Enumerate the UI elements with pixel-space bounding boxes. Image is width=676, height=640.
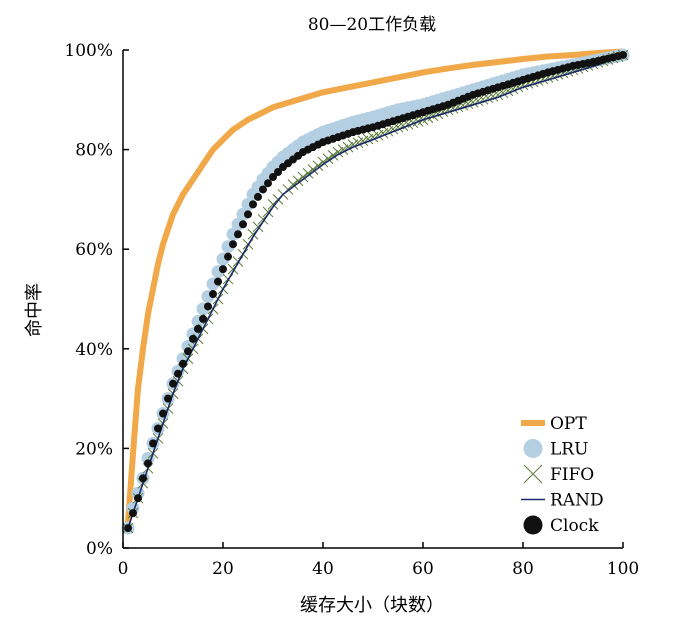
clock-point (204, 302, 212, 311)
clock-point (209, 290, 217, 299)
clock-point (184, 347, 192, 356)
chart-title: 80—20工作负载 (308, 15, 436, 35)
fifo-point (302, 167, 314, 179)
fifo-point (332, 146, 344, 158)
x-tick-label: 0 (118, 559, 129, 579)
legend: OPT LRU FIFO RAND Clock (521, 414, 604, 536)
clock-point (159, 409, 167, 418)
clock-point (179, 359, 187, 368)
clock-point (174, 369, 182, 378)
clock-point (199, 314, 207, 323)
clock-point (129, 509, 137, 518)
y-tick-label: 40% (75, 340, 113, 360)
legend-label-rand: RAND (550, 491, 604, 511)
legend-label-opt: OPT (550, 414, 587, 434)
clock-point (134, 494, 142, 503)
fifo-point (322, 153, 334, 165)
fifo-point (307, 164, 319, 175)
series-opt (125, 48, 626, 527)
fifo-point (297, 171, 309, 183)
axes: 0 20 40 60 80 100 0% 20% 40% 60% 80% 100% (64, 41, 639, 579)
x-tick-label: 60 (412, 559, 434, 579)
clock-point (259, 185, 267, 194)
plot-area (121, 48, 630, 535)
y-tick-label: 60% (75, 240, 113, 260)
clock-point (189, 334, 197, 343)
fifo-point (317, 156, 329, 168)
x-axis-title: 缓存大小（块数） (300, 595, 444, 616)
series-rand (127, 54, 624, 529)
legend-item-opt: OPT (521, 414, 587, 434)
clock-point (274, 168, 282, 177)
x-tick-label: 80 (512, 559, 534, 579)
x-tick-label: 40 (312, 559, 334, 579)
clock-point (149, 439, 157, 448)
clock-point (254, 192, 262, 201)
opt-line (125, 48, 626, 527)
legend-item-rand: RAND (521, 491, 604, 511)
clock-point (154, 424, 162, 433)
clock-point (269, 172, 277, 181)
clock-point (244, 210, 252, 219)
y-tick-label: 20% (75, 439, 113, 459)
y-axis-title: 命中率 (24, 283, 45, 337)
y-tick-label: 0% (86, 539, 113, 559)
fifo-point (292, 175, 304, 187)
legend-label-lru: LRU (550, 440, 588, 460)
clock-point (224, 252, 232, 261)
series-clock (124, 50, 627, 533)
clock-point (239, 220, 247, 229)
clock-point (124, 524, 132, 533)
clock-point (234, 230, 242, 239)
legend-swatch-clock (523, 515, 543, 535)
legend-label-clock: Clock (550, 516, 599, 536)
y-tick-label: 100% (64, 41, 113, 61)
legend-swatch-lru (523, 439, 543, 458)
clock-point (249, 200, 257, 209)
legend-item-fifo: FIFO (523, 464, 594, 485)
fifo-point (312, 160, 324, 172)
legend-label-fifo: FIFO (550, 465, 594, 485)
clock-point (214, 277, 222, 286)
clock-point (194, 324, 202, 333)
clock-point (139, 474, 147, 483)
clock-point (229, 240, 237, 249)
clock-point (219, 265, 227, 274)
series-lru (121, 48, 630, 535)
legend-swatch-fifo (523, 464, 543, 484)
x-tick-label: 20 (212, 559, 234, 579)
rand-line (127, 54, 624, 529)
x-tick-label: 100 (607, 559, 639, 579)
fifo-point (327, 150, 339, 161)
legend-item-clock: Clock (523, 515, 599, 536)
clock-point (264, 179, 272, 188)
clock-point (144, 459, 152, 468)
y-tick-label: 80% (75, 141, 113, 161)
legend-item-lru: LRU (523, 439, 588, 460)
clock-point (164, 394, 172, 403)
clock-point (169, 379, 177, 388)
clock-point (619, 50, 627, 59)
fifo-point (287, 179, 299, 190)
